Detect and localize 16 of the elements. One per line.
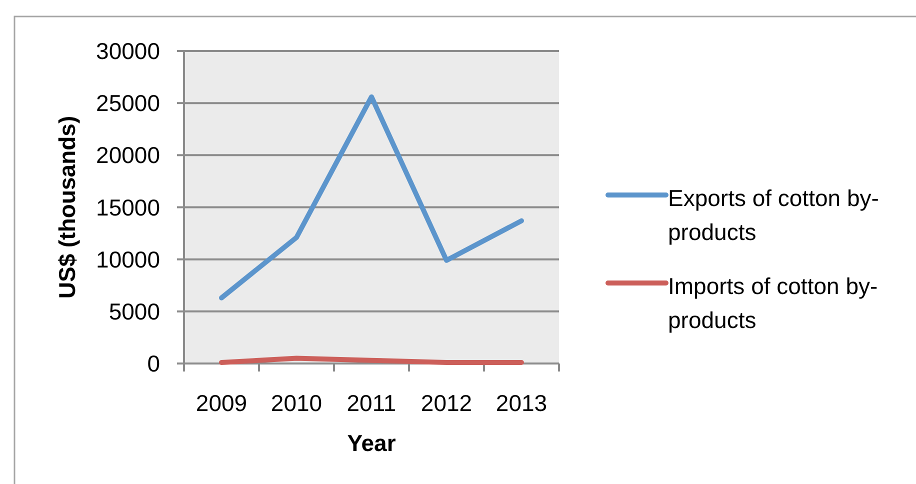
x-tick-label: 2010 [270, 390, 322, 416]
legend-label: Imports of cotton by-products [668, 273, 878, 334]
x-axis-title: Year [347, 430, 396, 456]
y-tick-label: 25000 [96, 90, 160, 116]
legend-label: Exports of cotton by-products [668, 185, 879, 246]
y-tick-label: 10000 [96, 246, 160, 272]
y-tick-label: 15000 [96, 194, 160, 220]
y-tick-label: 30000 [96, 38, 160, 64]
y-tick-label: 20000 [96, 142, 160, 168]
x-tick-label: 2011 [346, 390, 396, 416]
y-tick-label: 0 [147, 350, 160, 377]
x-tick-label: 2009 [196, 390, 248, 416]
y-tick-label: 5000 [108, 298, 160, 324]
x-tick-label: 2012 [420, 390, 472, 416]
y-axis-title: US$ (thousands) [54, 116, 80, 299]
x-tick-label: 2013 [496, 390, 548, 416]
